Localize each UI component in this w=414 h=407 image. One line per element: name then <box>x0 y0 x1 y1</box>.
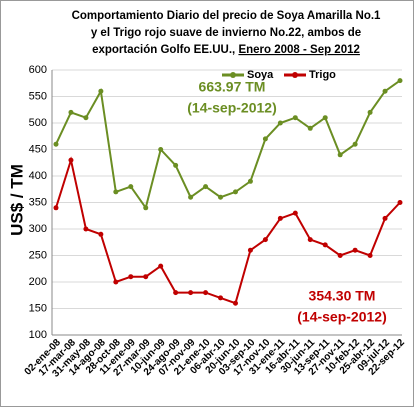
y-tick-label: 100 <box>29 329 47 341</box>
point <box>203 290 209 296</box>
point <box>397 200 403 205</box>
point <box>277 215 283 221</box>
title-part: Enero 2008 - Sep 2012 <box>238 44 359 56</box>
title-line: exportación Golfo EE.UU., Enero 2008 - S… <box>92 44 360 56</box>
point <box>337 152 343 158</box>
point <box>367 253 373 258</box>
point <box>113 279 119 285</box>
point <box>158 263 164 269</box>
point <box>128 184 134 190</box>
point <box>83 115 89 121</box>
y-tick-label: 150 <box>29 302 47 314</box>
point <box>232 300 238 306</box>
point <box>98 88 104 94</box>
legend-label: Trigo <box>309 69 336 81</box>
series-line <box>55 79 401 211</box>
point <box>203 184 209 190</box>
annotation: 663.97 TM <box>199 79 266 95</box>
point <box>218 295 224 301</box>
legend-label: Soya <box>247 69 274 81</box>
point <box>307 237 313 243</box>
series-line <box>55 156 401 305</box>
y-tick-label: 450 <box>29 143 47 155</box>
annotation: 354.30 TM <box>309 288 376 304</box>
y-tick-label: 600 <box>29 64 47 76</box>
point <box>262 237 268 243</box>
point <box>352 247 358 253</box>
y-axis-label: US$ / TM <box>7 164 26 236</box>
y-tick-label: 200 <box>29 276 47 288</box>
y-tick-label: 500 <box>29 117 47 129</box>
point <box>128 274 134 280</box>
point <box>277 120 283 126</box>
point <box>68 109 74 115</box>
point <box>382 88 388 94</box>
title-part: exportación Golfo EE.UU., <box>92 44 235 56</box>
annotation: (14-sep-2012) <box>297 309 387 325</box>
point <box>262 136 268 142</box>
annotation: (14-sep-2012) <box>187 100 277 116</box>
point <box>382 215 388 221</box>
y-tick-label: 250 <box>29 249 47 261</box>
legend-marker <box>230 72 236 78</box>
title-line: Comportamiento Diario del precio de Soya… <box>72 10 381 22</box>
point <box>352 141 358 147</box>
point <box>337 253 343 258</box>
y-tick-label: 350 <box>29 196 47 208</box>
point <box>68 157 74 163</box>
point <box>322 242 328 248</box>
point <box>188 290 194 296</box>
point <box>143 205 149 211</box>
point <box>247 178 253 184</box>
y-tick-label: 550 <box>29 90 47 102</box>
point <box>113 189 119 195</box>
point <box>247 247 253 253</box>
point <box>83 226 89 232</box>
point <box>188 194 194 200</box>
point <box>173 290 179 296</box>
point <box>322 115 328 121</box>
point <box>173 162 179 168</box>
point <box>53 205 59 211</box>
point <box>143 274 149 280</box>
point <box>53 141 59 147</box>
title-line: y el Trigo rojo suave de invierno No.22,… <box>91 27 361 39</box>
point <box>158 147 164 152</box>
point <box>218 194 224 200</box>
legend-marker <box>292 72 298 78</box>
point <box>232 189 238 195</box>
point <box>292 210 298 216</box>
point <box>98 231 104 237</box>
y-tick-label: 400 <box>29 170 47 182</box>
y-tick-label: 300 <box>29 223 47 235</box>
point <box>292 115 298 121</box>
point <box>307 125 313 131</box>
point <box>367 109 373 115</box>
point <box>397 78 403 84</box>
